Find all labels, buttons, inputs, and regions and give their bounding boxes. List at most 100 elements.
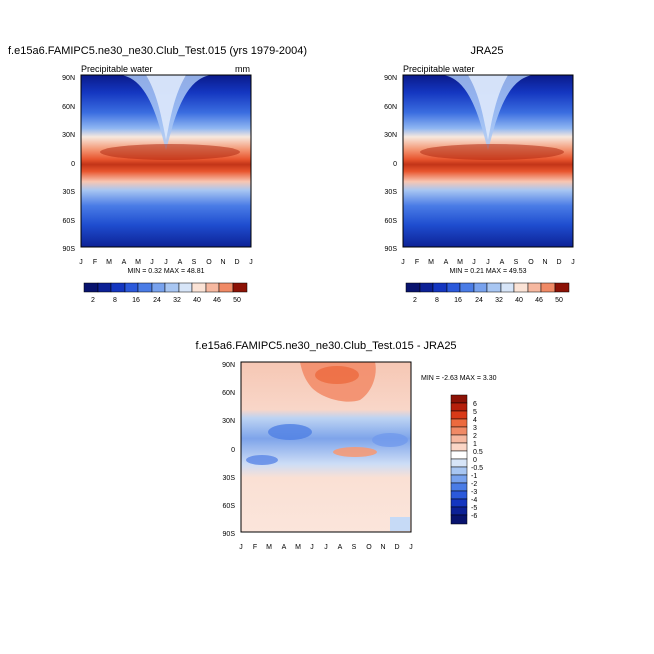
ytick-label: 60S — [63, 218, 76, 225]
xtick-label: J — [401, 259, 405, 266]
panel-right-warm-core — [420, 144, 564, 160]
cbar-label: 32 — [173, 297, 181, 304]
colorbar-diff-labels: 6 5 4 3 2 1 0.5 0 -0.5 -1 -2 -3 -4 -5 -6 — [471, 401, 483, 520]
panel-left-minmax: MIN = 0.32 MAX = 48.81 — [127, 268, 204, 275]
xtick-label: M — [457, 259, 463, 266]
cbar-label: -6 — [471, 513, 477, 520]
xtick-label: N — [380, 544, 385, 551]
panel-diff-xticks: J F M A M J J A S O N D J — [239, 544, 413, 551]
cbar-label: -5 — [471, 505, 477, 512]
panel-left-frame — [80, 74, 252, 248]
cbar-box — [459, 282, 475, 293]
xtick-label: A — [500, 259, 505, 266]
cbar-label: 6 — [473, 401, 477, 408]
cbar-label: -2 — [471, 481, 477, 488]
diff-warm-blob-north-core — [315, 366, 359, 384]
panel-diff-yticks: 90N 60N 30N 0 30S 60S 90S — [222, 362, 235, 538]
colorbar-right-labels: 2 8 16 24 32 40 46 50 — [413, 297, 563, 304]
panel-left-yticks: 90N 60N 30N 0 30S 60S 90S — [62, 75, 75, 253]
cbar-label: 8 — [435, 297, 439, 304]
xtick-label: J — [249, 259, 253, 266]
cbar-box — [450, 394, 468, 404]
cbar-box — [450, 474, 468, 484]
cbar-label: 2 — [413, 297, 417, 304]
cbar-box — [137, 282, 153, 293]
cbar-box — [83, 282, 99, 293]
cbar-box — [500, 282, 515, 293]
xtick-label: D — [394, 544, 399, 551]
cbar-box — [450, 514, 468, 525]
cbar-label: 2 — [91, 297, 95, 304]
cbar-box — [540, 282, 556, 293]
ytick-label: 30S — [223, 475, 236, 482]
xtick-label: J — [324, 544, 328, 551]
ytick-label: 30S — [63, 189, 76, 196]
cbar-box — [124, 282, 139, 293]
ytick-label: 60S — [385, 218, 398, 225]
cbar-box — [450, 442, 468, 452]
cbar-box — [450, 410, 468, 420]
cbar-box — [450, 482, 468, 492]
xtick-label: S — [514, 259, 519, 266]
cbar-box — [151, 282, 166, 293]
panel-right-variable-label: Precipitable water — [403, 64, 475, 74]
panel-diff-title: f.e15a6.FAMIPC5.ne30_ne30.Club_Test.015 … — [195, 340, 456, 352]
panel-right-title: JRA25 — [470, 45, 503, 57]
panel-left: f.e15a6.FAMIPC5.ne30_ne30.Club_Test.015 … — [8, 45, 307, 275]
ytick-label: 30N — [62, 132, 75, 139]
cbar-box — [527, 282, 542, 293]
ytick-label: 0 — [71, 161, 75, 168]
cbar-label: 24 — [153, 297, 161, 304]
xtick-label: F — [253, 544, 257, 551]
panel-left-xticks: J F M A M J J A S O N D J — [79, 259, 253, 266]
xtick-label: A — [282, 544, 287, 551]
diff-cool-corner — [390, 517, 410, 531]
diff-cool-blob-2 — [246, 455, 278, 465]
ytick-label: 30N — [222, 418, 235, 425]
cbar-label: 40 — [193, 297, 201, 304]
xtick-label: J — [409, 544, 413, 551]
xtick-label: M — [106, 259, 112, 266]
cbar-box — [432, 282, 448, 293]
ytick-label: 30N — [384, 132, 397, 139]
xtick-label: A — [178, 259, 183, 266]
cbar-box — [191, 282, 207, 293]
cbar-box — [450, 426, 468, 436]
cbar-label: 3 — [473, 425, 477, 432]
colorbar-left-labels: 2 8 16 24 32 40 46 50 — [91, 297, 241, 304]
ytick-label: 0 — [393, 161, 397, 168]
panel-left-units-label: mm — [235, 64, 250, 74]
colorbar-right: 2 8 16 24 32 40 46 50 — [405, 282, 570, 304]
panel-diff-minmax: MIN = -2.63 MAX = 3.30 — [421, 375, 497, 382]
panel-diff: f.e15a6.FAMIPC5.ne30_ne30.Club_Test.015 … — [195, 340, 496, 551]
cbar-box — [419, 282, 434, 293]
diff-warm-blob-equator — [333, 447, 377, 457]
xtick-label: M — [266, 544, 272, 551]
cbar-box — [218, 282, 234, 293]
ytick-label: 90N — [62, 75, 75, 82]
cbar-label: -3 — [471, 489, 477, 496]
xtick-label: A — [122, 259, 127, 266]
ytick-label: 0 — [231, 447, 235, 454]
panel-right-minmax: MIN = 0.21 MAX = 49.53 — [449, 268, 526, 275]
cbar-label: 16 — [454, 297, 462, 304]
diff-cool-blob-3 — [372, 433, 408, 447]
panel-left-variable-label: Precipitable water — [81, 64, 153, 74]
cbar-box — [450, 466, 468, 476]
cbar-label: 5 — [473, 409, 477, 416]
xtick-label: O — [366, 544, 372, 551]
cbar-label: 0.5 — [473, 449, 483, 456]
cbar-label: 32 — [495, 297, 503, 304]
xtick-label: J — [150, 259, 154, 266]
cbar-box — [450, 418, 468, 428]
xtick-label: F — [415, 259, 419, 266]
xtick-label: D — [556, 259, 561, 266]
xtick-label: J — [79, 259, 83, 266]
xtick-label: F — [93, 259, 97, 266]
cbar-box — [450, 450, 468, 460]
cbar-label: 2 — [473, 433, 477, 440]
cbar-box — [450, 402, 468, 412]
cbar-label: 24 — [475, 297, 483, 304]
cbar-label: 50 — [555, 297, 563, 304]
cbar-box — [554, 282, 570, 293]
